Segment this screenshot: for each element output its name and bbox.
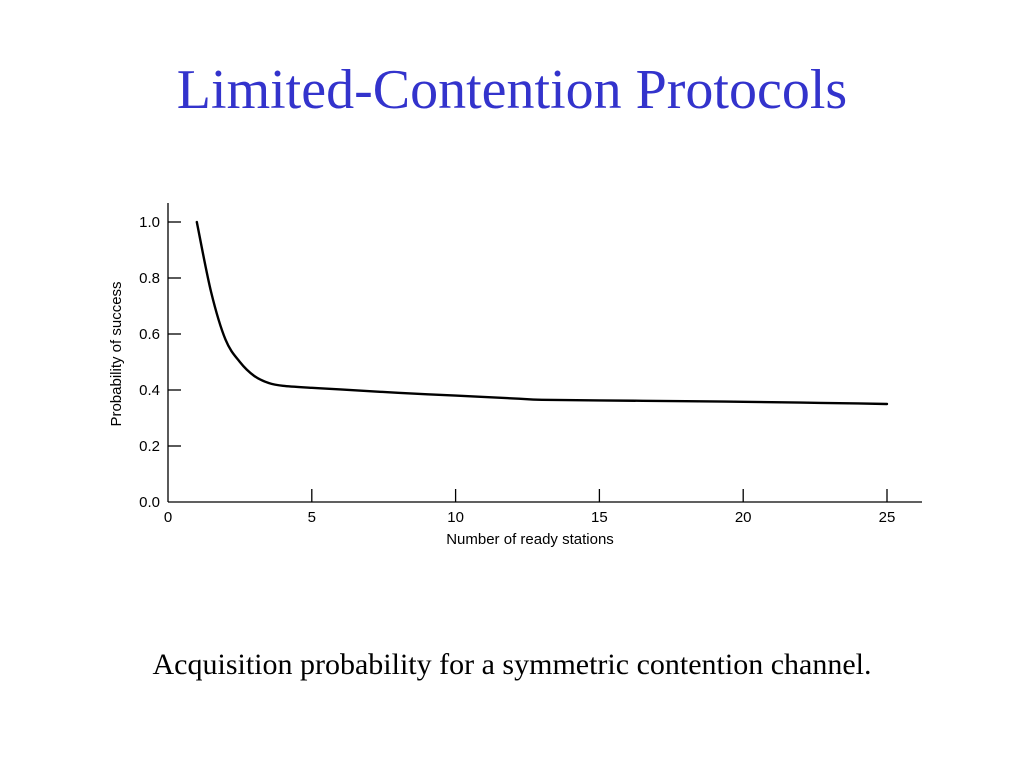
y-tick-label: 1.0: [139, 214, 160, 231]
slide-title: Limited-Contention Protocols: [176, 59, 848, 121]
chart-ticks: 0 5 10 15 20 25 0.0 0.2 0.4 0.6 0.8 1.0: [139, 214, 895, 526]
x-tick-label: 15: [591, 509, 608, 526]
y-tick-label: 0.8: [139, 270, 160, 287]
x-tick-label: 0: [164, 509, 172, 526]
chart-series: [195, 220, 889, 406]
y-tick-label: 0.0: [139, 494, 160, 511]
y-tick-label: 0.4: [139, 382, 160, 399]
x-tick-label: 25: [879, 509, 896, 526]
x-tick-label: 20: [735, 509, 752, 526]
y-axis-label: Probability of success: [108, 281, 125, 426]
success-probability-chart: 0 5 10 15 20 25 0.0 0.2 0.4 0.6 0.8 1.0 Number of r…: [108, 203, 922, 548]
chart-axes: [167, 203, 922, 503]
x-axis-label: Number of ready stations: [446, 531, 614, 548]
slide-caption: Acquisition probability for a symmetric …: [152, 648, 872, 681]
y-tick-label: 0.6: [139, 326, 160, 343]
x-tick-label: 10: [447, 509, 464, 526]
success-probability-curve: [195, 220, 889, 406]
y-tick-label: 0.2: [139, 438, 160, 455]
x-tick-label: 5: [308, 509, 316, 526]
